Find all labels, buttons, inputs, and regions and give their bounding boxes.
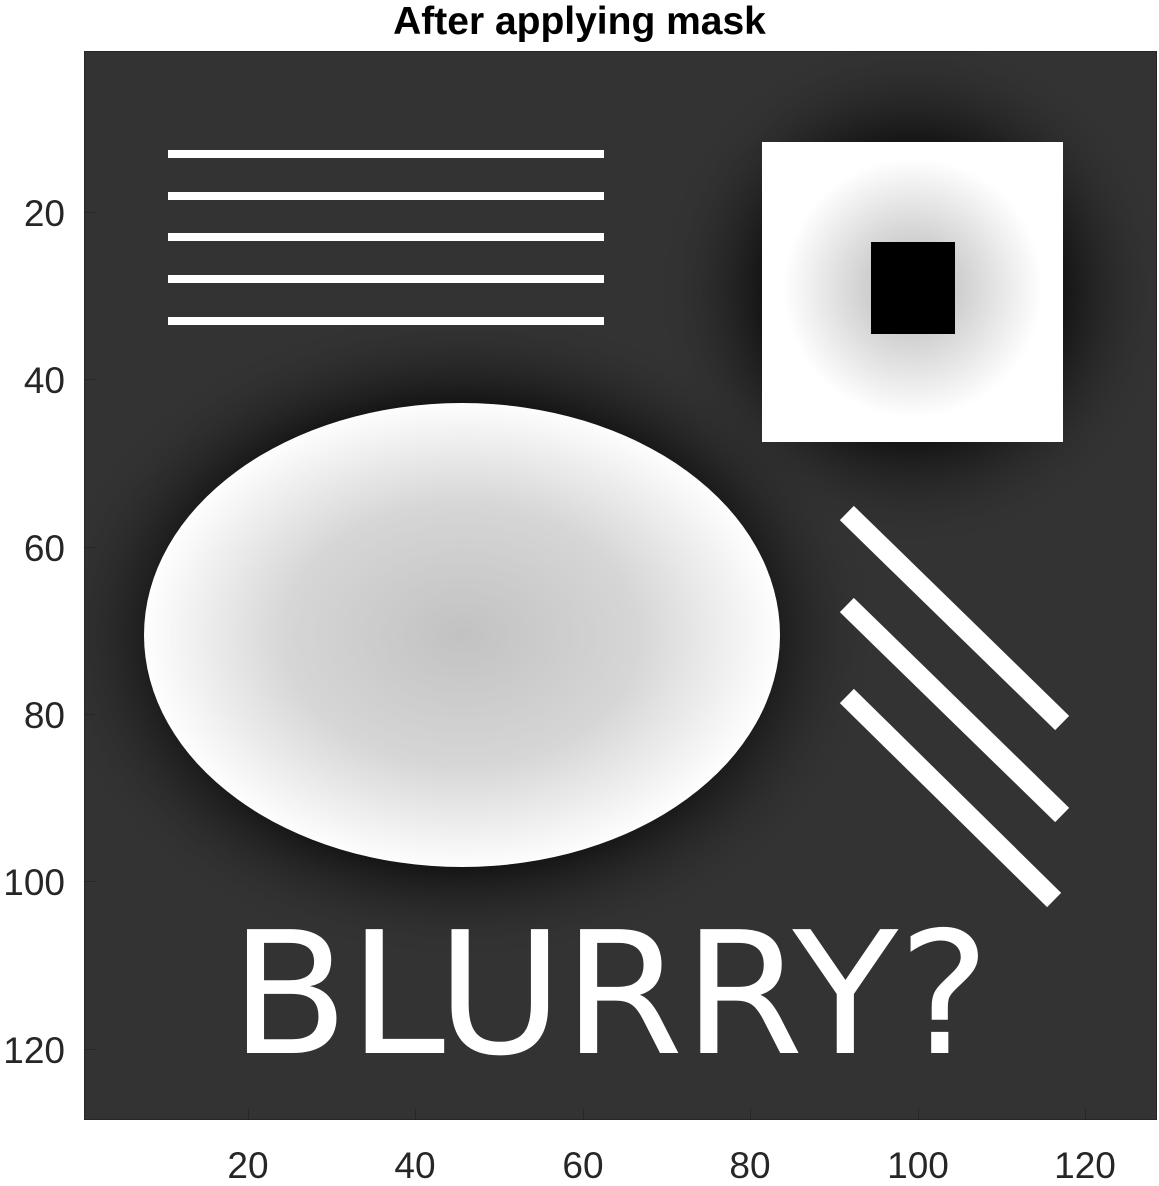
horizontal-line [168,275,604,283]
image-text: BLURRY? [230,896,990,1094]
y-tick [84,881,95,882]
x-tick [583,1109,584,1120]
x-tick [750,1109,751,1120]
y-tick [84,379,95,380]
diagonal-line [839,688,1062,908]
x-tick-label: 120 [1054,1145,1116,1186]
x-tick-label: 80 [729,1145,771,1186]
y-tick [84,212,95,213]
diagonal-line [839,505,1070,731]
ellipse [144,403,780,867]
horizontal-line [168,192,604,200]
x-tick [1085,1109,1086,1120]
x-tick-label: 100 [887,1145,949,1186]
y-tick-label: 100 [3,862,65,903]
horizontal-lines [168,150,604,325]
figure-title: After applying mask [393,0,766,43]
x-tick-label: 20 [227,1145,269,1186]
x-tick [248,1109,249,1120]
y-tick [84,1049,95,1050]
x-tick-label: 60 [562,1145,604,1186]
black-inner-square [871,242,955,334]
y-tick [84,547,95,548]
y-tick-label: 40 [23,360,65,401]
y-tick-label: 20 [23,193,65,234]
horizontal-line [168,233,604,241]
diagonal-line [839,597,1070,823]
y-tick [84,714,95,715]
diagonal-lines [839,505,1070,908]
y-tick-label: 60 [23,528,65,569]
x-tick-label: 40 [394,1145,436,1186]
y-tick-label: 120 [3,1030,65,1071]
x-tick [918,1109,919,1120]
y-tick-label: 80 [23,695,65,736]
x-tick [415,1109,416,1120]
horizontal-line [168,150,604,158]
horizontal-line [168,317,604,325]
